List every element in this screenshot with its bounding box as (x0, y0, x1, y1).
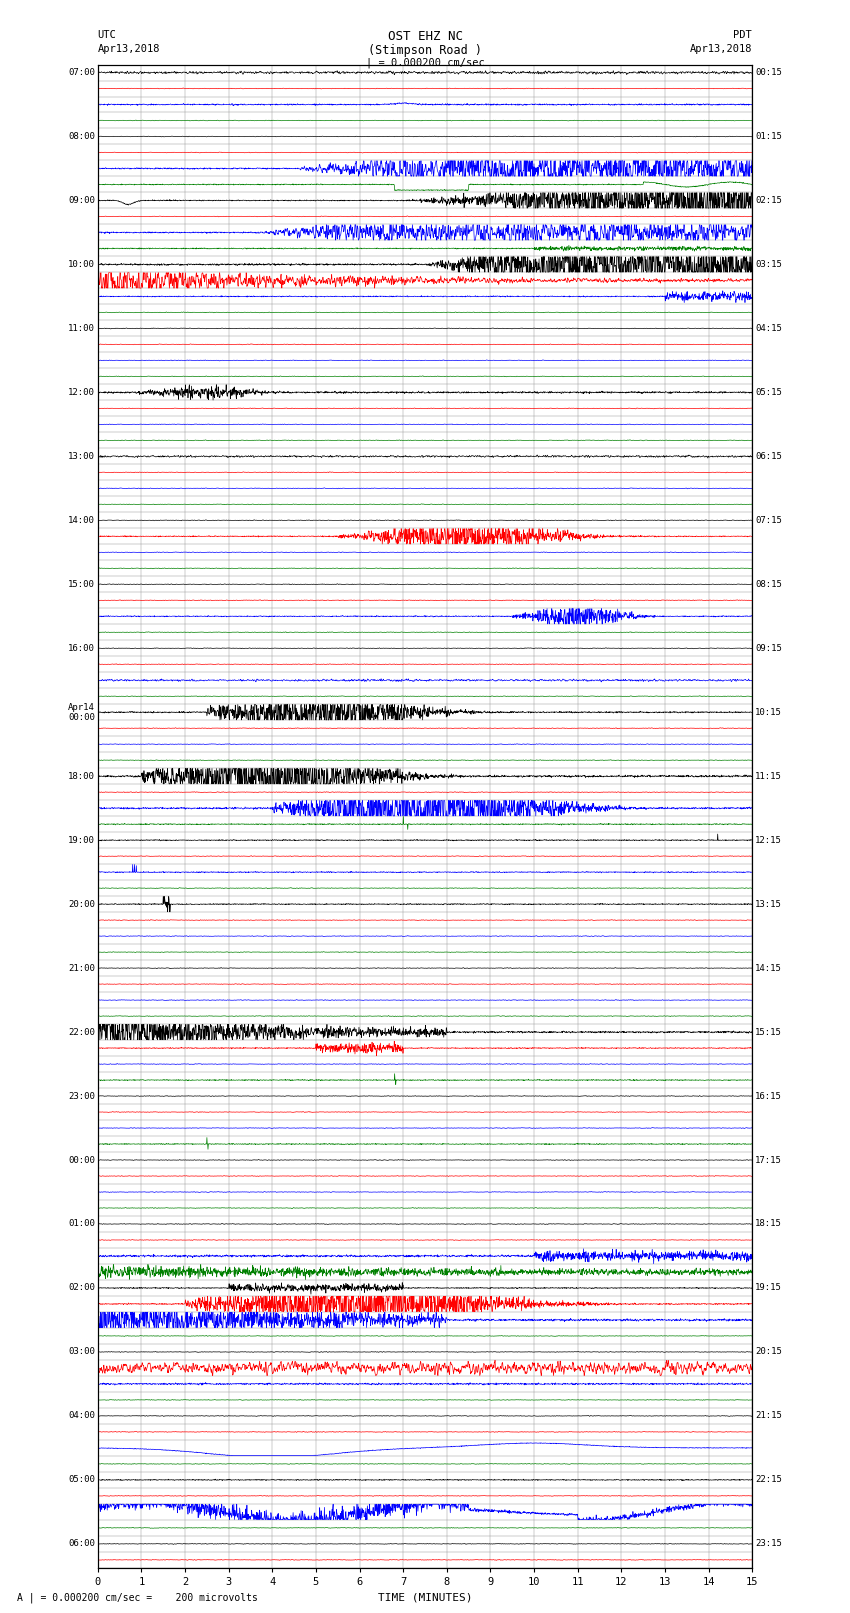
Text: | = 0.000200 cm/sec: | = 0.000200 cm/sec (366, 58, 484, 68)
Text: A | = 0.000200 cm/sec =    200 microvolts: A | = 0.000200 cm/sec = 200 microvolts (17, 1592, 258, 1603)
Text: Apr13,2018: Apr13,2018 (98, 44, 161, 53)
Text: UTC: UTC (98, 31, 116, 40)
X-axis label: TIME (MINUTES): TIME (MINUTES) (377, 1592, 473, 1602)
Text: (Stimpson Road ): (Stimpson Road ) (368, 44, 482, 56)
Text: Apr13,2018: Apr13,2018 (689, 44, 752, 53)
Text: OST EHZ NC: OST EHZ NC (388, 31, 462, 44)
Text: PDT: PDT (734, 31, 752, 40)
